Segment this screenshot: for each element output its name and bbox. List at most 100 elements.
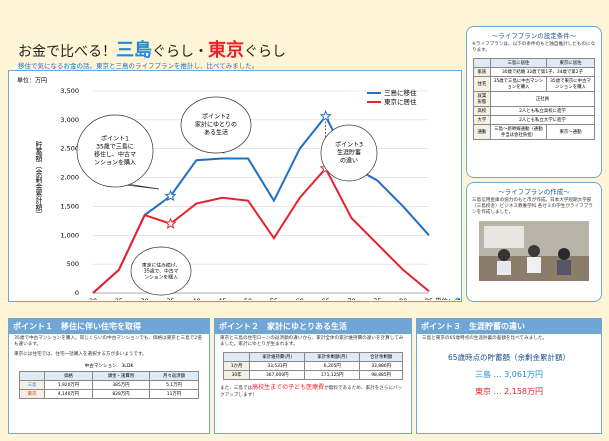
y-tick-label: 2,000 <box>60 174 79 182</box>
title-part: お金で比べる！ <box>18 44 116 60</box>
x-tick-label: 25 <box>115 297 123 300</box>
table-cell: 828万円 <box>92 389 149 398</box>
title: お金で比べる！三島ぐらし・東京ぐらし <box>18 36 286 62</box>
settings-intro: ※ライフプランは、以下の条件のもと独自推計したものになります。 <box>467 40 601 56</box>
table-cell: 大学 <box>474 116 491 125</box>
creation-panel: ～ライフプランの作成～ 三島信用金庫の協力のもと市が作成。日本大学短期大学部（三… <box>466 182 602 302</box>
y-tick-label: 500 <box>67 260 79 268</box>
point1-caption: 中古マンション 3LDK <box>9 363 209 369</box>
page: お金で比べる！三島ぐらし・東京ぐらし 移住で気になるお金の話。東京と三島のライフ… <box>0 0 609 441</box>
table-cell: 367,000円 <box>250 371 305 380</box>
table-row: 家計維持費(月)家計余剰額(月)合計余剰額 <box>224 353 403 362</box>
table-cell: 住宅 <box>474 77 491 92</box>
y-axis-title: 貯蓄額（余剰金累計額） <box>35 140 43 218</box>
x-tick-label: 45 <box>218 297 226 300</box>
x-tick-label: 35 <box>166 297 174 300</box>
point2-table: 家計維持費(月)家計余剰額(月)合計余剰額1か月33,533円6,205円33,… <box>223 352 403 380</box>
table-cell: 35歳で東京に中古マンションを購入 <box>547 77 595 92</box>
table-cell: 三島 <box>20 380 45 389</box>
table-cell <box>474 59 491 68</box>
table-cell: 11万円 <box>149 389 198 398</box>
title-part: ぐらし <box>244 44 286 60</box>
table-row: 30年367,000円171,125円98,885円 <box>224 371 403 380</box>
photo <box>479 221 589 281</box>
callout-text: 35歳で三島に <box>96 143 134 151</box>
table-cell: 合計余剰額 <box>360 353 403 362</box>
point3-item: 東京 … 2,158万円 <box>417 386 601 397</box>
table-cell: 6,205円 <box>305 362 360 371</box>
x-tick-label: 30 <box>141 297 149 300</box>
point1-panel: ポイント１ 移住に伴い住宅を取得 35歳で中古マンションを購入。同じくらいの中古… <box>8 318 210 434</box>
table-cell <box>20 371 45 380</box>
point1-text: 35歳で中古マンションを購入。同じくらいの中古マンションでも、価格は東京と三島で… <box>9 334 209 350</box>
table-row: 三島に居住東京に居住 <box>474 59 595 68</box>
table-cell: 正社員 <box>490 92 594 107</box>
table-cell: 月々返済額 <box>149 371 198 380</box>
table-cell: 1か月 <box>224 362 250 371</box>
callout-title: 東京に住み続け、 <box>142 262 180 269</box>
y-tick-label: 2,500 <box>60 145 79 153</box>
title-part: ぐらし・ <box>152 44 208 60</box>
note-part: また、三島では <box>220 386 252 391</box>
table-cell: 2人とも私立大学に進学 <box>490 116 594 125</box>
subtitle: 移住で気になるお金の話。東京と三島のライフプランを推計し、比べてみました。 <box>18 60 258 70</box>
table-cell: 35歳で三島に中古マンションを購入 <box>490 77 546 92</box>
point3-item: 三島 … 3,061万円 <box>417 369 601 380</box>
x-tick-label: 65 <box>321 297 329 300</box>
table-cell: 家計維持費(月) <box>250 353 305 362</box>
creation-text: 三島信用金庫の協力のもと市が作成。日本大学短期大学部（三島校舎）ビジネス教養学科… <box>467 196 601 219</box>
point1-title: ポイント１ 移住に伴い住宅を取得 <box>9 319 209 334</box>
table-cell: 東京～通勤 <box>547 125 595 140</box>
note-part: 高校生までの子ども医療費 <box>252 384 324 391</box>
x-tick-label: 50 <box>244 297 252 300</box>
legend-label: 東京に居住 <box>384 97 417 106</box>
table-cell: 東京に居住 <box>547 59 595 68</box>
table-row: 就業形態正社員 <box>474 92 595 107</box>
y-tick-label: 3,000 <box>60 116 79 124</box>
creation-title: ～ライフプランの作成～ <box>467 183 601 196</box>
table-cell: 33,533円 <box>250 362 305 371</box>
table-cell: 5.1万円 <box>149 380 198 389</box>
x-tick-label: 75 <box>373 297 381 300</box>
table-cell: 33,886円 <box>360 362 403 371</box>
callout-title: ポイント2 <box>202 113 230 121</box>
callout-text: ンションを購入 <box>94 159 136 167</box>
table-cell: 高校 <box>474 107 491 116</box>
table-cell: 1,920万円 <box>45 380 93 389</box>
table-row: 高校2人とも私立高校に進学 <box>474 107 595 116</box>
chart: 単位：万円貯蓄額（余剰金累計額）05001,0001,5002,0002,500… <box>9 71 460 300</box>
table-row: 通勤三島～新幹線通勤（通勤手当は会社負担）東京～通勤 <box>474 125 595 140</box>
point3-text: 三島と東京の65歳時点の生涯貯蓄の差額を比べてみました。 <box>417 334 601 344</box>
x-tick-label: 40 <box>192 297 200 300</box>
table-cell: 三島～新幹線通勤（通勤手当は会社負担） <box>490 125 546 140</box>
x-tick-label: 80 <box>399 297 407 300</box>
table-cell: 三島に居住 <box>490 59 546 68</box>
table-cell: 171,125円 <box>305 371 360 380</box>
point1-text: 東京には住宅では、住宅一括購入を選択する方が多いようです。 <box>9 350 209 360</box>
item-amount: 3,061万円 <box>504 370 543 379</box>
point3-heading: 65歳時点の貯蓄額（余剰金累計額） <box>417 352 601 363</box>
callout-title: ポイント1 <box>101 135 129 143</box>
y-tick-label: 0 <box>75 289 79 297</box>
table-cell <box>224 353 250 362</box>
legend-label: 三島に移住 <box>384 88 417 97</box>
table-cell: 30年 <box>224 371 250 380</box>
y-unit: 単位：万円 <box>17 77 47 85</box>
table-cell: 価格 <box>45 371 93 380</box>
callout-text: 移住し、中古マ <box>94 151 136 159</box>
x-tick-label: 85 <box>425 297 433 300</box>
title-part: 東京 <box>208 40 244 61</box>
table-cell: 家族 <box>474 68 491 77</box>
item-label: 東京 <box>475 387 491 396</box>
point3-panel: ポイント３ 生涯貯蓄の違い 三島と東京の65歳時点の生涯貯蓄の差額を比べてみまし… <box>416 318 602 434</box>
x-tick-label: 70 <box>347 297 355 300</box>
y-tick-label: 1,500 <box>60 202 79 210</box>
table-cell: 98,885円 <box>360 371 403 380</box>
point3-title: ポイント３ 生涯貯蓄の違い <box>417 319 601 334</box>
x-unit: 単位：歳 <box>435 296 460 300</box>
